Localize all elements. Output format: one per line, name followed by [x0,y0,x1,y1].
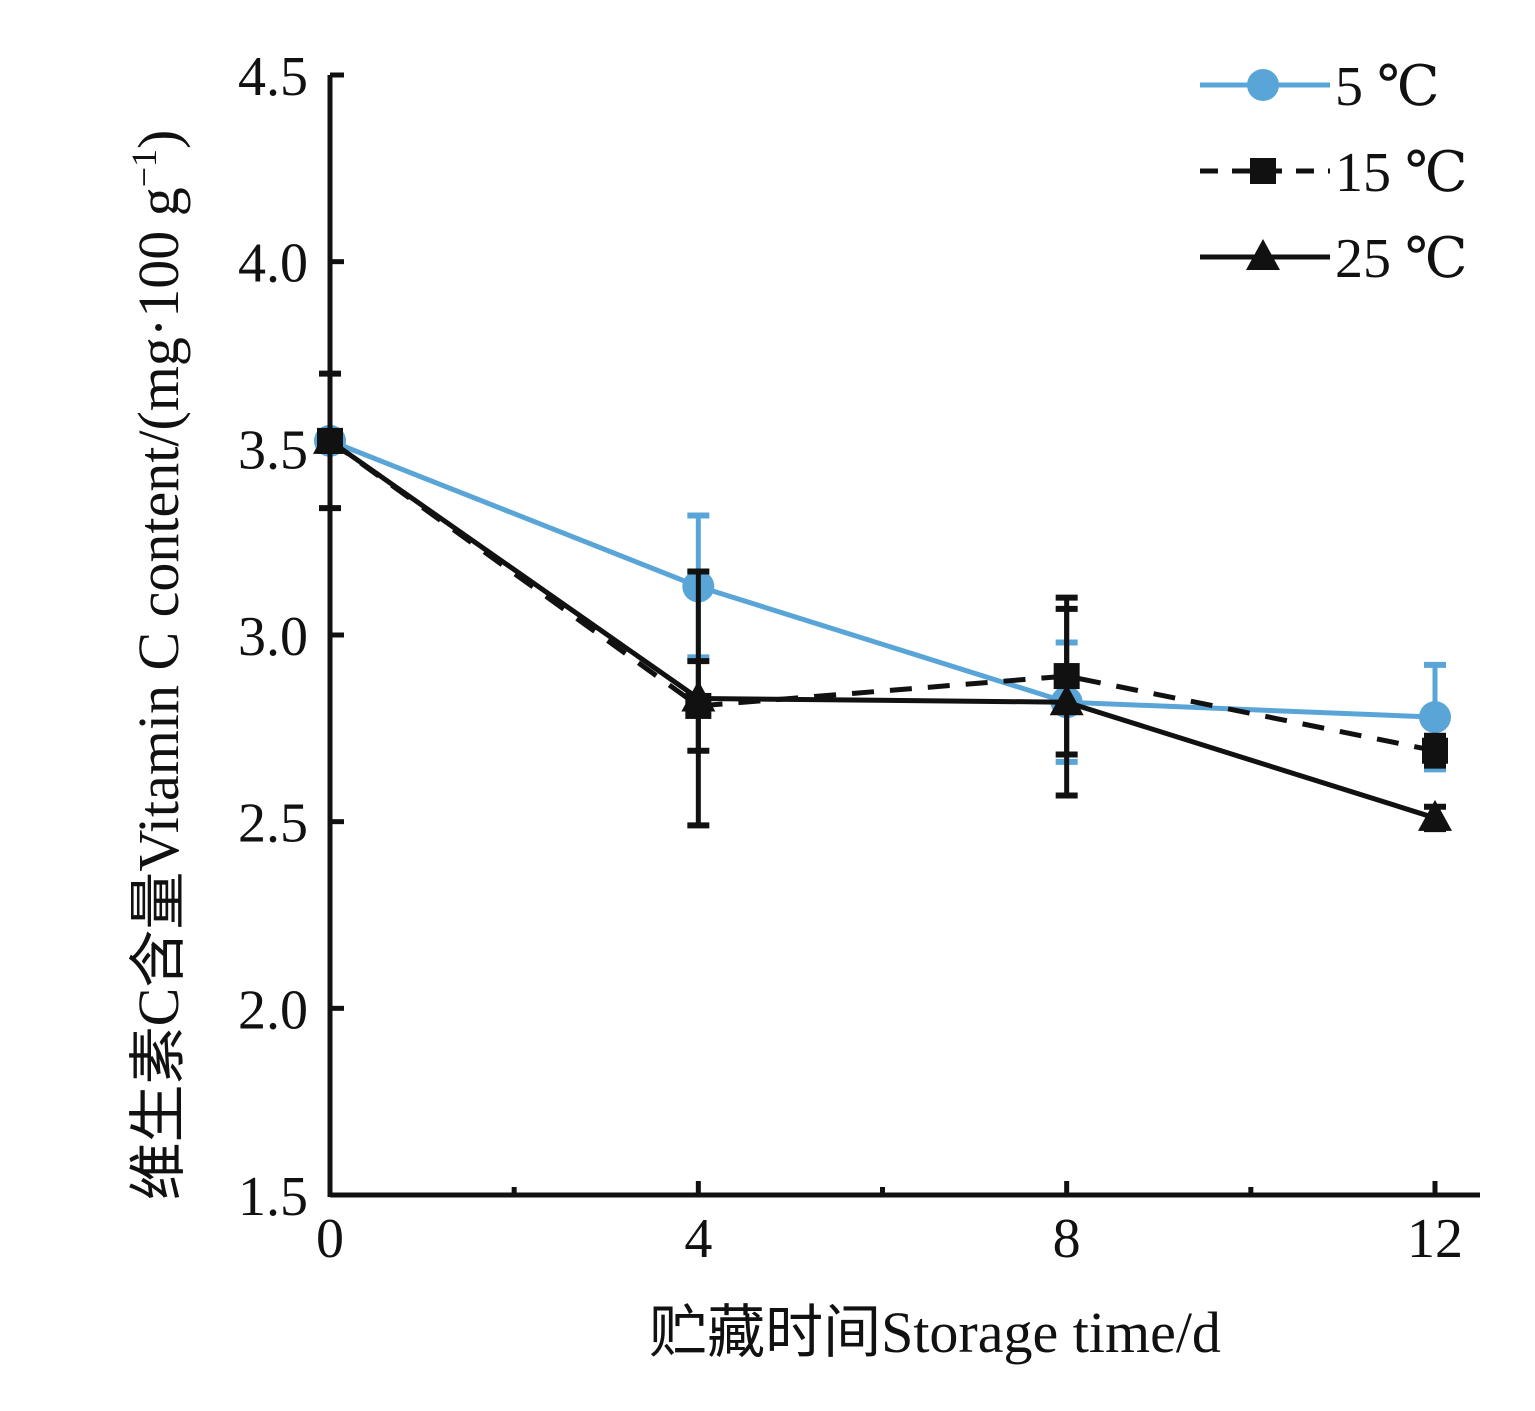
y-tick-label: 1.5 [238,1166,308,1228]
legend-label: 5 ℃ [1335,56,1440,118]
x-tick-label: 12 [1407,1208,1463,1270]
axes: 1.5 2.0 2.5 3.0 3.5 4.0 4.5 0 4 8 12 [238,46,1480,1270]
series-line [329,438,1436,720]
data-point [313,422,347,454]
series-line [328,438,1436,821]
x-tick-label: 0 [316,1208,344,1270]
y-axis-label: 维生素C含量Vitamin C content/(mg·100 g−1) [124,130,191,1201]
legend-label: 25 ℃ [1335,228,1468,290]
x-axis-label: 贮藏时间Storage time/d [649,1300,1221,1365]
y-tick-label: 2.0 [238,979,308,1041]
legend-marker-circle [1247,69,1279,101]
series-line [328,438,1436,754]
y-tick-label: 2.5 [238,793,308,855]
y-tick-label: 4.0 [238,233,308,295]
y-tick-label: 4.5 [238,46,308,108]
legend-label: 15 ℃ [1335,142,1468,204]
series-2 [313,370,1452,833]
data-point [1419,701,1451,734]
x-tick-label: 4 [684,1208,712,1270]
y-tick-label: 3.0 [238,606,308,668]
y-tick-label: 3.5 [238,419,308,481]
x-tick-label: 8 [1053,1208,1081,1270]
data-point [1049,684,1084,716]
data-point [1422,737,1448,764]
plot-area [313,370,1452,833]
data-point [681,680,716,712]
legend-marker-square [1250,158,1276,184]
legend-marker-triangle [1246,239,1280,270]
data-point [1418,799,1452,831]
legend: 5 ℃ 15 ℃ 25 ℃ [1200,56,1468,290]
series-1 [317,427,1448,769]
